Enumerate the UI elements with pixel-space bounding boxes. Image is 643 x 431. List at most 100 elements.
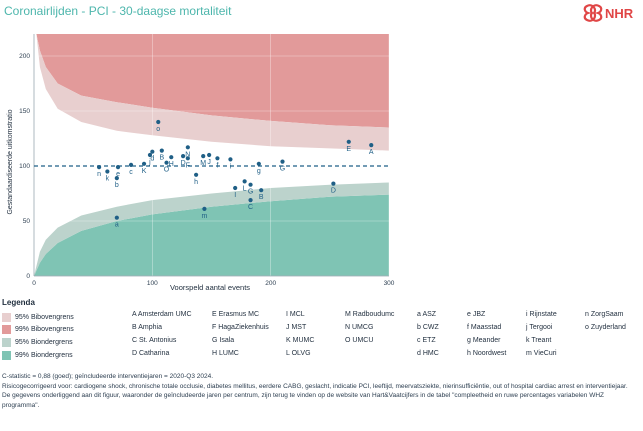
hospital-entry: F HagaZiekenhuis bbox=[212, 324, 269, 331]
data-point-D: D bbox=[331, 181, 336, 195]
x-tick-label: 200 bbox=[265, 280, 276, 287]
data-point-B: B bbox=[159, 148, 164, 162]
data-point-marker bbox=[114, 176, 119, 181]
data-point-H: H bbox=[169, 155, 174, 168]
data-point-marker bbox=[185, 145, 190, 150]
data-point-marker bbox=[207, 152, 212, 158]
data-point-label: I bbox=[234, 192, 236, 199]
data-point-marker bbox=[115, 165, 121, 170]
legend-item-lower99: 99% Biondergrens bbox=[2, 349, 73, 361]
data-point-B: B bbox=[259, 188, 264, 201]
data-point-g: g bbox=[256, 161, 261, 175]
hospital-entry: A Amsterdam UMC bbox=[132, 311, 192, 318]
data-point-D: D bbox=[181, 154, 186, 167]
data-point-n: n bbox=[96, 165, 102, 178]
data-point-M: M bbox=[200, 154, 206, 167]
hospital-entry: c ETZ bbox=[417, 337, 436, 344]
band-lower95 bbox=[34, 182, 389, 276]
data-point-marker bbox=[141, 161, 147, 166]
data-point-marker bbox=[147, 152, 153, 158]
hospital-list-col1: A Amsterdam UMC B Amphia C St. Antonius … bbox=[132, 310, 192, 359]
legend-swatch-lower99 bbox=[2, 350, 11, 360]
data-point-label: o bbox=[156, 126, 160, 133]
hospital-entry: h Noordwest bbox=[467, 350, 507, 357]
hospital-entry: j Tergooi bbox=[526, 324, 553, 331]
hospital-entry: E Erasmus MC bbox=[212, 311, 260, 318]
legend-label: 95% Biondergrens bbox=[15, 338, 73, 346]
data-point-f: f bbox=[215, 156, 220, 169]
y-tick-label: 150 bbox=[19, 108, 30, 115]
y-tick-label: 200 bbox=[19, 53, 30, 60]
hospital-list-col5: a ASZ b CWZ c ETZ d HMC bbox=[417, 310, 439, 359]
data-point-marker bbox=[248, 198, 253, 203]
data-point-marker bbox=[96, 165, 102, 170]
footnote-cstatistic: C-statistic = 0,88 (goed); geïncludeerde… bbox=[2, 373, 214, 380]
legend-label: 99% Biondergrens bbox=[15, 351, 73, 359]
legend-item-upper95: 95% Bibovengrens bbox=[2, 311, 74, 323]
data-point-marker bbox=[228, 157, 233, 162]
data-point-label: G bbox=[280, 166, 285, 173]
data-point-marker bbox=[150, 149, 155, 154]
x-axis-ticks: 0 100 200 300 bbox=[32, 280, 395, 287]
data-point-label: d bbox=[150, 156, 154, 163]
data-point-L: L bbox=[242, 179, 247, 192]
data-point-N: N bbox=[185, 145, 190, 158]
x-tick-label: 0 bbox=[32, 280, 36, 287]
data-point-marker bbox=[331, 181, 336, 186]
hospital-entry: G Isala bbox=[212, 337, 235, 344]
hospital-entry: n ZorgSaam bbox=[585, 311, 624, 318]
data-point-label: D bbox=[181, 160, 186, 167]
data-point-label: e bbox=[116, 171, 120, 178]
legend-title: Legenda bbox=[2, 298, 35, 307]
data-point-marker bbox=[169, 155, 174, 160]
hospital-list-col4: M Radboudumc N UMCG O UMCU bbox=[345, 310, 394, 346]
data-point-label: n bbox=[97, 171, 101, 178]
data-point-A: A bbox=[369, 143, 374, 156]
footnote-risk-adjustment: Risicogecorrigeerd voor: cardiogene shoc… bbox=[2, 382, 628, 390]
data-point-I: I bbox=[233, 185, 238, 199]
data-point-marker bbox=[280, 159, 285, 164]
hospital-entry: I MCL bbox=[286, 311, 305, 318]
data-point-j: j bbox=[147, 152, 153, 166]
data-point-label: i bbox=[230, 163, 232, 170]
data-point-label: G bbox=[248, 189, 253, 196]
data-point-marker bbox=[156, 119, 161, 125]
data-point-marker bbox=[233, 185, 238, 191]
legend-label: 95% Bibovengrens bbox=[15, 313, 74, 321]
data-point-label: f bbox=[216, 162, 218, 169]
nhr-logo-text: NHR bbox=[605, 6, 634, 21]
data-point-G: G bbox=[248, 182, 253, 196]
data-point-label: K bbox=[142, 168, 147, 175]
y-tick-label: 50 bbox=[23, 218, 31, 225]
data-point-label: L bbox=[243, 185, 247, 192]
data-point-marker bbox=[201, 154, 206, 159]
data-point-marker bbox=[164, 160, 169, 165]
data-point-label: h bbox=[194, 179, 198, 186]
confidence-bands bbox=[34, 34, 389, 276]
data-point-label: H bbox=[169, 161, 174, 168]
data-point-e: e bbox=[115, 165, 121, 178]
x-axis-label: Voorspeld aantal events bbox=[170, 283, 250, 292]
hospital-entry: a ASZ bbox=[417, 311, 437, 318]
data-point-label: C bbox=[248, 204, 253, 211]
data-point-O: O bbox=[164, 160, 170, 174]
data-point-c: c bbox=[128, 162, 133, 176]
x-tick-label: 300 bbox=[384, 280, 395, 287]
hospital-entry: k Treant bbox=[526, 337, 552, 344]
footnotes: C-statistic = 0,88 (goed); geïncludeerde… bbox=[2, 372, 638, 410]
data-point-marker bbox=[256, 161, 261, 166]
data-point-label: m bbox=[201, 213, 207, 220]
chart-title: Coronairlijden - PCI - 30-daagse mortali… bbox=[4, 4, 232, 18]
data-point-marker bbox=[202, 206, 207, 211]
hospital-entry: O UMCU bbox=[345, 337, 374, 344]
band-upper95 bbox=[36, 34, 389, 151]
legend-label: 99% Bibovengrens bbox=[15, 325, 74, 333]
hospital-entry: f Maasstad bbox=[467, 324, 502, 331]
data-point-J: J bbox=[207, 152, 212, 166]
hospital-list-col6: e JBZ f Maasstad g Meander h Noordwest bbox=[467, 310, 506, 359]
data-point-marker bbox=[346, 139, 351, 144]
band-upper99 bbox=[36, 34, 389, 128]
legend-swatch-upper95 bbox=[2, 312, 11, 322]
nhr-logo-mark-icon bbox=[583, 4, 603, 22]
